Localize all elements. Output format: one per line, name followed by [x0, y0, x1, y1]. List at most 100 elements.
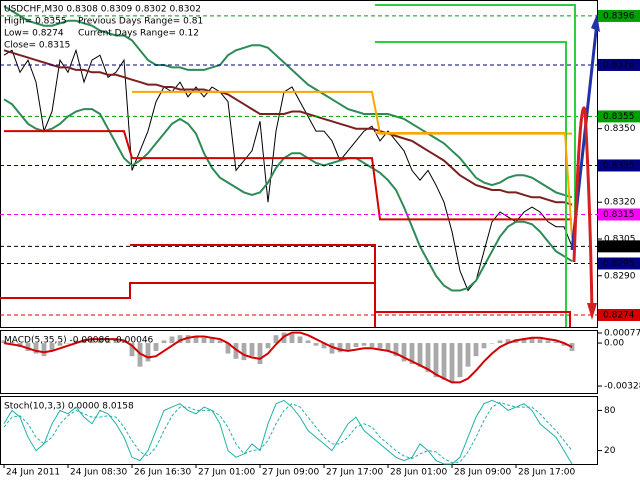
histogram-bar [105, 340, 111, 344]
level-label-box [598, 240, 640, 253]
histogram-bar [305, 340, 311, 344]
series-line [3, 49, 573, 206]
panel-title: Stoch(10,3,3) 0.0000 8.0158 [4, 402, 134, 412]
price-panel [0, 0, 598, 328]
histogram-bar [441, 343, 447, 380]
level-label: 0.8315 [603, 210, 635, 220]
panel-title: MACD(5,35,5) -0.00086 -0.00046 [4, 336, 154, 346]
histogram-bar [505, 339, 511, 344]
histogram-bar [193, 336, 199, 344]
histogram-bar [297, 336, 303, 344]
x-tick-label: 28 Jun 09:00 [454, 468, 511, 478]
histogram-bar [561, 343, 567, 346]
info-label: High= 0.8355 [4, 17, 67, 27]
histogram-bar [185, 335, 191, 344]
level-label-box [598, 159, 640, 172]
series-line [3, 5, 573, 199]
histogram-bar [465, 343, 471, 367]
histogram-bar [25, 343, 31, 351]
histogram-bar [329, 343, 335, 354]
histogram-bar [521, 337, 527, 344]
histogram-bar [497, 340, 503, 344]
histogram-bar [553, 341, 559, 344]
level-label-box [598, 257, 640, 270]
histogram-bar [153, 343, 159, 351]
histogram-bar [177, 335, 183, 344]
histogram-bar [425, 343, 431, 372]
histogram-bar [137, 343, 143, 367]
x-tick-label: 24 Jun 08:30 [70, 468, 127, 478]
drawing-objects [0, 4, 600, 327]
level-label-box [598, 308, 640, 321]
histogram-bar [257, 343, 263, 365]
histogram-bar [529, 337, 535, 344]
histogram-bar [121, 340, 127, 344]
histogram-bar [537, 339, 543, 344]
green-channel [375, 41, 567, 327]
x-tick-label: 27 Jun 17:00 [326, 468, 383, 478]
series-line [3, 331, 573, 384]
histogram-bar [33, 343, 39, 354]
green-channel [375, 4, 576, 215]
x-tick-label: 27 Jun 09:00 [262, 468, 319, 478]
info-label: Close= 0.8315 [4, 41, 70, 51]
histogram-bar [161, 340, 167, 344]
histogram-bar [321, 343, 327, 349]
histogram-bar [265, 343, 271, 349]
info-label: Previous Days Range= 0.81 [78, 17, 203, 27]
y-tick-label: 80 [604, 406, 616, 416]
series-line [3, 98, 573, 292]
histogram-bar [201, 337, 207, 344]
histogram-bar [145, 343, 151, 362]
info-label: Low= 0.8274 [4, 29, 64, 39]
level-label: 0.8274 [603, 310, 635, 320]
x-tick-label: 28 Jun 01:00 [390, 468, 447, 478]
info-label: Current Days Range= 0.12 [78, 29, 199, 39]
histogram-bar [377, 343, 383, 349]
y-tick-label: 0.8305 [604, 234, 636, 244]
y-tick-label: 0.00077 [604, 328, 640, 338]
histogram-bar [1, 340, 7, 344]
histogram-bar [89, 337, 95, 344]
blue-arrowhead [591, 14, 600, 32]
level-label: 0.8355 [603, 112, 635, 122]
red-arrow [572, 106, 594, 313]
y-tick-label: 20 [604, 446, 616, 456]
histogram-bar [481, 343, 487, 349]
x-tick-label: 24 Jun 2011 [6, 468, 60, 478]
histogram-bar [169, 336, 175, 344]
histogram-bar [385, 343, 391, 351]
histogram-bar [113, 339, 119, 344]
series-line [3, 401, 573, 464]
histogram-bar [433, 343, 439, 378]
histogram-bar [417, 343, 423, 367]
histogram-bar [217, 340, 223, 344]
histogram-bar [41, 343, 47, 357]
histogram-bar [489, 343, 495, 344]
series-line [3, 399, 573, 465]
level-label: 0.8396 [603, 11, 635, 21]
level-label: 0.8335 [603, 161, 635, 171]
series-line [4, 130, 572, 221]
histogram-bar [273, 335, 279, 344]
y-tick-label: -0.00328 [604, 382, 640, 392]
y-tick-label: 0.8320 [604, 198, 636, 208]
histogram-bar [209, 337, 215, 344]
level-label: 0.8295 [603, 259, 635, 269]
histogram-bar [73, 340, 79, 344]
x-tick-label: 28 Jun 17:00 [518, 468, 575, 478]
series-line [3, 48, 573, 292]
histogram-bar [361, 343, 367, 346]
histogram-bar [289, 333, 295, 344]
histogram-bar [129, 343, 135, 357]
histogram-bar [57, 343, 63, 346]
level-label-box [598, 9, 640, 22]
histogram-bar [313, 343, 319, 346]
stoch-panel [0, 396, 598, 465]
panel-title: USDCHF,M30 0.8308 0.8309 0.8302 0.8302 [4, 5, 201, 15]
red-arrowhead [587, 303, 597, 320]
histogram-bar [545, 340, 551, 344]
histogram-bar [233, 343, 239, 359]
